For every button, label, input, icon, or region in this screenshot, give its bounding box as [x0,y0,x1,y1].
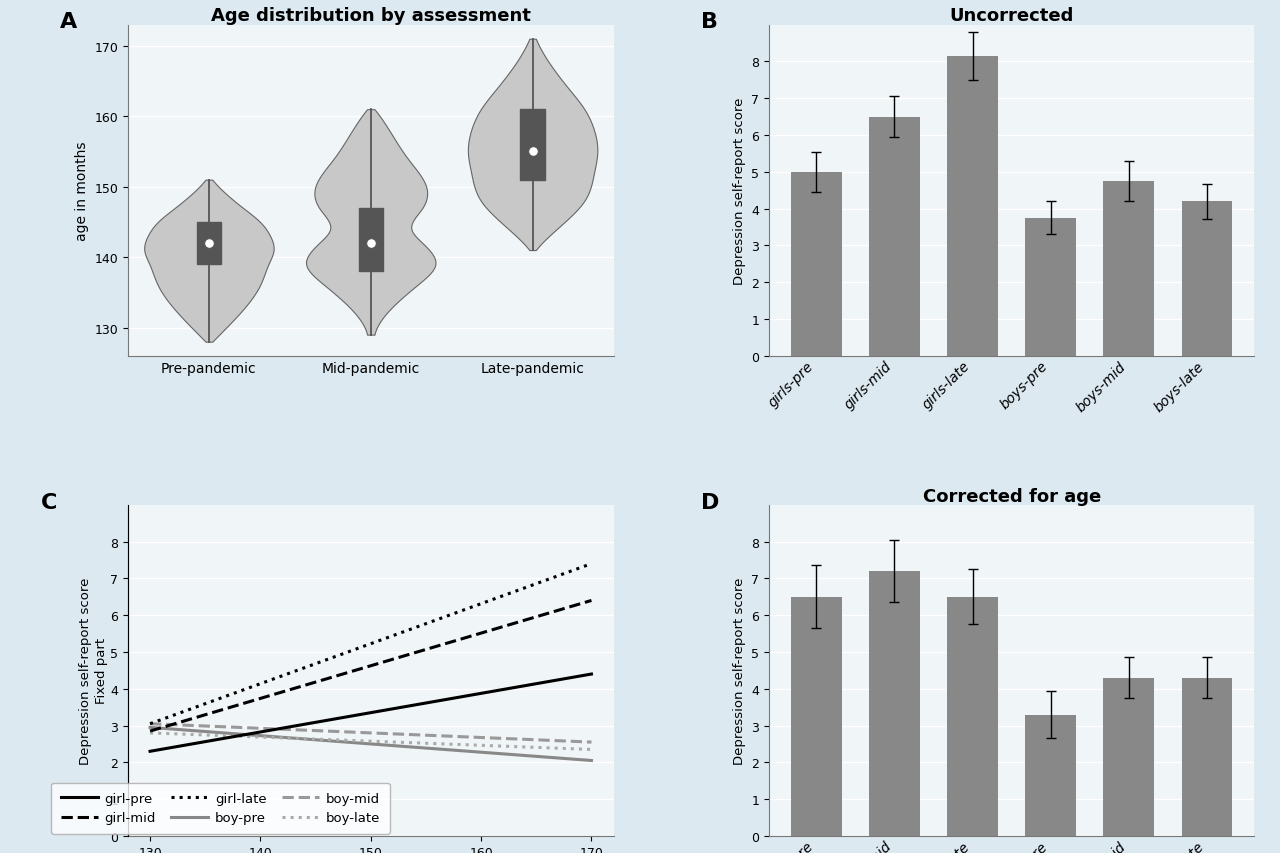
Bar [947,57,998,357]
Bar [1103,678,1155,836]
Y-axis label: Depression self-report score: Depression self-report score [732,577,746,764]
Bar [1103,182,1155,357]
Text: C: C [41,492,58,512]
Bar [947,597,998,836]
Y-axis label: age in months: age in months [74,142,88,241]
Bar [1181,678,1233,836]
Text: B: B [701,12,718,32]
Bar [791,172,842,357]
Bar [1025,218,1076,357]
Bar [358,209,383,272]
Text: A: A [60,12,77,32]
Title: Corrected for age: Corrected for age [923,487,1101,505]
Bar [1181,202,1233,357]
Bar [1025,715,1076,836]
Bar [869,118,920,357]
Bar [521,110,545,181]
Y-axis label: Depression self-report score: Depression self-report score [732,97,746,285]
Legend: girl-pre, girl-mid, girl-late, boy-pre, boy-mid, boy-late: girl-pre, girl-mid, girl-late, boy-pre, … [51,782,389,833]
Bar [197,223,221,265]
Text: D: D [701,492,719,512]
Title: Uncorrected: Uncorrected [950,8,1074,26]
Title: Age distribution by assessment: Age distribution by assessment [211,8,531,26]
Bar [791,597,842,836]
Y-axis label: Depression self-report score
Fixed part: Depression self-report score Fixed part [79,577,108,764]
Bar [869,572,920,836]
